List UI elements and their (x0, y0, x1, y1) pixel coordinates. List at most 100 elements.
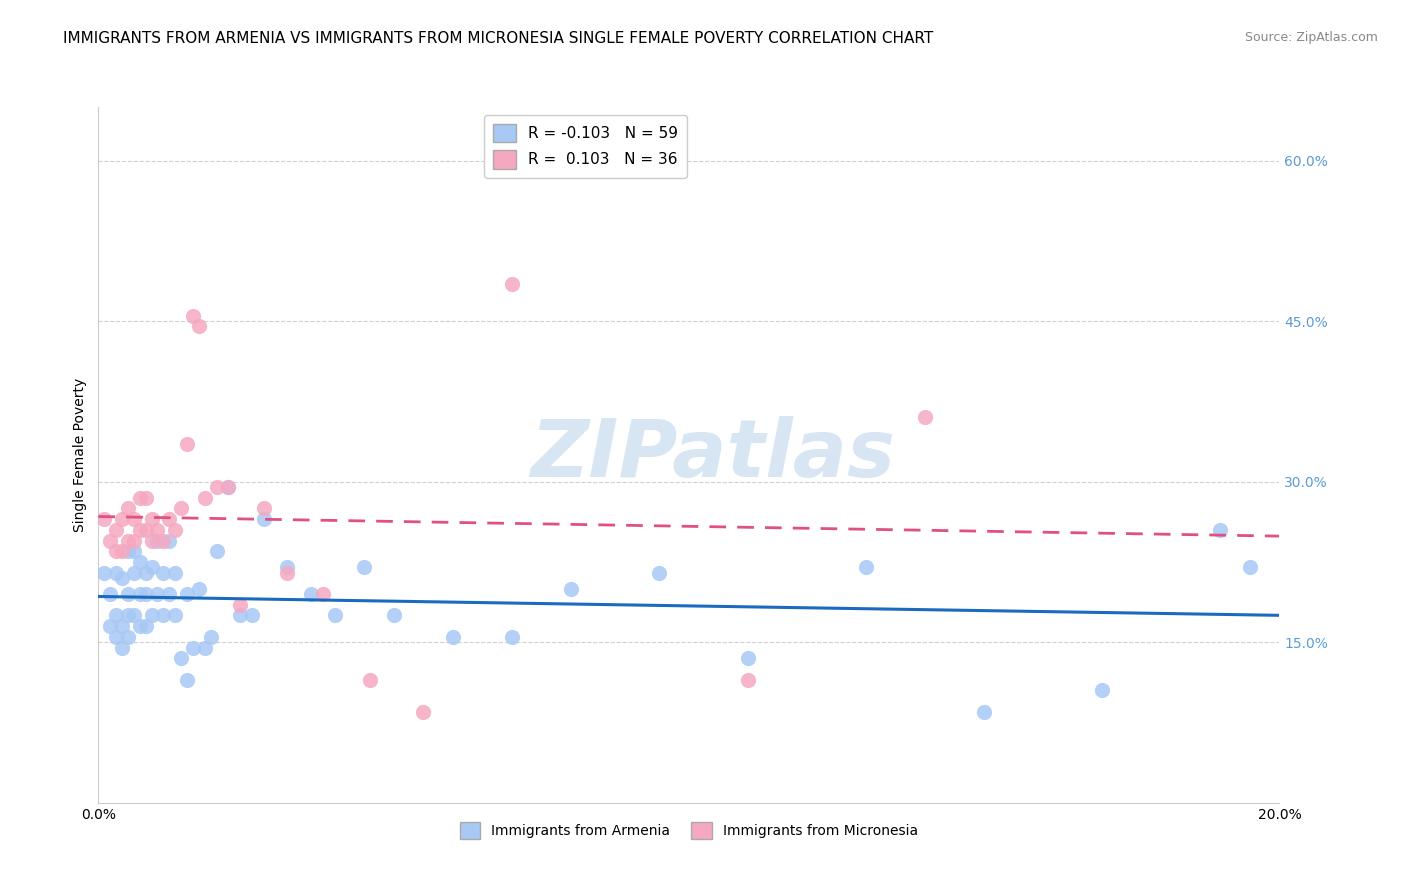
Point (253, 512, 276, 526)
Point (176, 673, 198, 687)
Point (111, 619, 134, 633)
Point (205, 480, 228, 494)
Point (105, 544, 128, 558)
Point (855, 560, 877, 574)
Point (111, 571, 134, 585)
Text: ZIPatlas: ZIPatlas (530, 416, 896, 494)
Point (1239, 560, 1261, 574)
Point (973, 705, 995, 719)
Point (135, 491, 157, 505)
Point (353, 560, 375, 574)
Point (105, 523, 128, 537)
Y-axis label: Single Female Poverty: Single Female Poverty (73, 378, 87, 532)
Point (128, 491, 150, 505)
Point (117, 608, 139, 623)
Point (737, 651, 759, 665)
Point (187, 582, 209, 596)
Point (122, 608, 145, 623)
Point (181, 309, 204, 323)
Point (146, 523, 169, 537)
Point (117, 630, 139, 644)
Point (205, 544, 228, 558)
Point (1209, 523, 1232, 537)
Point (98, 533, 121, 548)
Point (737, 673, 759, 687)
Point (170, 501, 193, 516)
Point (135, 619, 157, 633)
Point (187, 319, 209, 334)
Point (181, 640, 204, 655)
Point (441, 630, 464, 644)
Point (501, 630, 523, 644)
Point (117, 544, 139, 558)
Point (117, 533, 139, 548)
Point (229, 608, 252, 623)
Point (648, 566, 671, 580)
Point (141, 512, 163, 526)
Point (157, 512, 180, 526)
Point (122, 512, 145, 526)
Point (382, 608, 405, 623)
Point (501, 277, 523, 291)
Point (176, 437, 198, 451)
Text: IMMIGRANTS FROM ARMENIA VS IMMIGRANTS FROM MICRONESIA SINGLE FEMALE POVERTY CORR: IMMIGRANTS FROM ARMENIA VS IMMIGRANTS FR… (63, 31, 934, 46)
Legend: Immigrants from Armenia, Immigrants from Micronesia: Immigrants from Armenia, Immigrants from… (454, 816, 924, 845)
Point (141, 608, 163, 623)
Point (194, 491, 217, 505)
Point (128, 587, 150, 601)
Point (229, 598, 252, 612)
Point (122, 566, 145, 580)
Point (165, 566, 187, 580)
Point (128, 555, 150, 569)
Point (217, 480, 239, 494)
Point (276, 566, 298, 580)
Point (194, 640, 217, 655)
Point (117, 501, 139, 516)
Point (240, 608, 263, 623)
Point (146, 587, 169, 601)
Text: Source: ZipAtlas.com: Source: ZipAtlas.com (1244, 31, 1378, 45)
Point (141, 533, 163, 548)
Point (312, 587, 335, 601)
Point (105, 566, 128, 580)
Point (105, 608, 128, 623)
Point (217, 480, 239, 494)
Point (165, 523, 187, 537)
Point (157, 587, 180, 601)
Point (200, 630, 222, 644)
Point (111, 544, 134, 558)
Point (146, 533, 169, 548)
Point (135, 566, 157, 580)
Point (111, 640, 134, 655)
Point (560, 582, 582, 596)
Point (93, 512, 115, 526)
Point (152, 566, 174, 580)
Point (141, 560, 163, 574)
Point (276, 560, 298, 574)
Point (359, 673, 381, 687)
Point (152, 608, 174, 623)
Point (122, 533, 145, 548)
Point (152, 533, 174, 548)
Point (914, 410, 936, 425)
Point (122, 544, 145, 558)
Point (299, 587, 322, 601)
Point (253, 501, 276, 516)
Point (98, 587, 121, 601)
Point (165, 608, 187, 623)
Point (176, 587, 198, 601)
Point (128, 523, 150, 537)
Point (157, 533, 180, 548)
Point (323, 608, 346, 623)
Point (135, 523, 157, 537)
Point (98, 619, 121, 633)
Point (412, 705, 434, 719)
Point (105, 630, 128, 644)
Point (1091, 683, 1114, 698)
Point (111, 512, 134, 526)
Point (135, 587, 157, 601)
Point (128, 619, 150, 633)
Point (93, 566, 115, 580)
Point (170, 651, 193, 665)
Point (117, 587, 139, 601)
